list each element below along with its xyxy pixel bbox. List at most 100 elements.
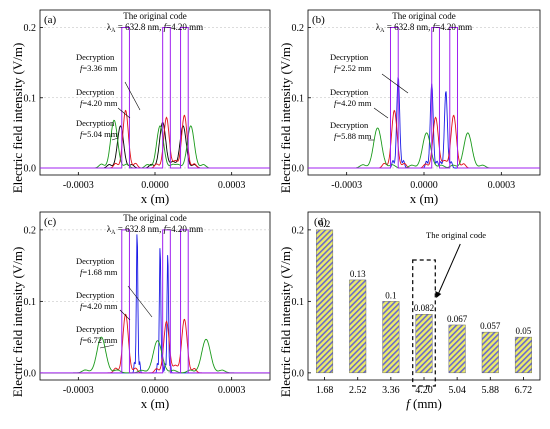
y-tick-label: 0.1	[292, 297, 305, 308]
decryption-f-label: f=4.20 mm	[80, 301, 118, 311]
plot-frame	[39, 211, 271, 381]
annotation-arrow	[127, 285, 153, 318]
panel-d: 0.0 0.1 0.2 0.2 1.68 0.13 2.52 0.1 3.36 0.082 4.20…	[292, 211, 541, 411]
params-rest: = 632.8 nm,	[116, 22, 164, 32]
y-tick-label: 0.0	[24, 163, 37, 174]
decryption-label: Decryption	[76, 256, 115, 266]
x-tick-label: 3.36	[382, 385, 400, 396]
bar	[481, 331, 499, 374]
x-axis-label: f (mm)	[406, 396, 442, 411]
bar-value-label: 0.082	[414, 303, 434, 313]
f-symbol: f	[80, 98, 84, 108]
panel-label: (d)	[314, 216, 327, 228]
decryption-label: Decryption	[76, 87, 115, 97]
code-params: λA = 632.8 nm, f=4.20 mm	[376, 22, 472, 34]
decryption-f-label: f=5.04 mm	[80, 129, 118, 139]
decryption-label: Decryption	[76, 118, 115, 128]
decryption-label: Decryption	[330, 52, 369, 62]
annotation-arrow	[111, 137, 119, 141]
x-tick-label: 0.0000	[410, 180, 438, 191]
lambda: λ	[107, 224, 112, 234]
f-value: =1.68 mm	[82, 267, 117, 277]
decryption-f-label: f=6.72 mm	[80, 335, 118, 345]
bar-value-label: 0.057	[480, 321, 501, 331]
decryption-label: Decryption	[330, 87, 369, 97]
original-code-line	[40, 27, 270, 169]
y-axis-label-bottom-left: Electric field intensity (V/m)	[10, 247, 25, 398]
lambda: λ	[376, 22, 381, 32]
x-tick-label: -0.0003	[331, 180, 362, 191]
f-symbol: f	[80, 129, 84, 139]
y-axis-label-top-left: Electric field intensity (V/m)	[10, 43, 25, 194]
f-symbol: f	[164, 224, 168, 234]
y-axis-label-top-right: Electric field intensity (V/m)	[278, 43, 293, 194]
f-value: =5.04 mm	[82, 129, 117, 139]
series-line	[40, 121, 270, 169]
panel-b: 0.0 0.1 0.2 -0.0003 0.0000 0.0003 x (m) The ori…	[292, 9, 541, 206]
y-tick-label: 0.2	[292, 225, 305, 236]
y-axis-label-bottom-right: Electric field intensity (V/m)	[278, 247, 293, 398]
y-tick-label: 0.2	[292, 23, 305, 34]
f-symbol: f	[80, 63, 84, 73]
annotation-arrow	[119, 309, 131, 321]
panel-label: (c)	[44, 216, 57, 228]
series-line	[40, 336, 270, 374]
code-title: The original code	[123, 11, 186, 21]
f-value: =2.52 mm	[336, 63, 371, 73]
lambda-sub: A	[111, 28, 116, 34]
decryption-label: Decryption	[76, 290, 115, 300]
panel-c: 0.0 0.1 0.2 -0.0003 0.0000 0.0003 x (m) The ori…	[24, 211, 271, 411]
x-tick-label: 0.0003	[218, 385, 246, 396]
series-line	[40, 313, 270, 374]
f-symbol: f	[80, 267, 84, 277]
bar	[349, 279, 367, 374]
x-tick-label: 5.88	[482, 385, 500, 396]
decryption-f-label: f=3.36 mm	[80, 63, 118, 73]
decryption-f-label: f=2.52 mm	[334, 63, 372, 73]
decryption-f-label: f=4.20 mm	[80, 98, 118, 108]
lambda-sub: A	[111, 230, 116, 236]
x-tick-label: 0.0003	[218, 180, 246, 191]
bar	[415, 314, 433, 374]
f-symbol: f	[334, 131, 338, 141]
bar-value-label: 0.13	[350, 269, 366, 279]
y-tick-label: 0.2	[24, 23, 37, 34]
highlight-arrow	[437, 243, 461, 295]
annotation-arrow	[373, 107, 389, 119]
original-code-line	[40, 229, 270, 374]
f-value: =4.20 mm	[336, 98, 371, 108]
decryption-label: Decryption	[76, 324, 115, 334]
params-rest: = 632.8 nm,	[116, 224, 164, 234]
f-symbol: f	[406, 396, 412, 411]
original-code-line	[308, 27, 540, 169]
highlight-box	[412, 259, 436, 387]
series-line	[40, 109, 270, 169]
bar	[382, 301, 400, 374]
x-tick-label: 0.0000	[141, 180, 169, 191]
x-tick-label: 5.04	[448, 385, 466, 396]
f-value: =4.20 mm	[166, 22, 203, 32]
x-axis-label: x (m)	[141, 191, 170, 206]
original-code-annotation: The original code	[426, 230, 486, 240]
bar-value-label: 0.05	[516, 326, 532, 336]
panel-a: 0.0 0.1 0.2 -0.0003 0.0000 0.0003 x (m) The ori…	[24, 9, 271, 206]
x-tick-label: 0.0003	[488, 180, 516, 191]
series-line	[40, 119, 270, 169]
plot-frame	[39, 9, 271, 176]
y-tick-label: 0.0	[292, 368, 305, 379]
f-symbol: f	[164, 22, 168, 32]
highlight-arrowhead	[435, 291, 442, 298]
decryption-f-label: f=1.68 mm	[80, 267, 118, 277]
y-tick-label: 0.2	[24, 225, 37, 236]
f-value: =4.20 mm	[82, 98, 117, 108]
bar-value-label: 0.2	[319, 219, 330, 229]
y-tick-label: 0.1	[24, 93, 37, 104]
x-tick-label: 1.68	[316, 385, 334, 396]
params-rest: = 632.8 nm,	[385, 22, 433, 32]
f-symbol: f	[334, 98, 338, 108]
series-line	[40, 234, 270, 374]
f-value: =4.20 mm	[166, 224, 203, 234]
panel-label: (a)	[44, 14, 57, 26]
x-tick-label: 0.0000	[141, 385, 169, 396]
decryption-f-label: f=4.20 mm	[334, 98, 372, 108]
